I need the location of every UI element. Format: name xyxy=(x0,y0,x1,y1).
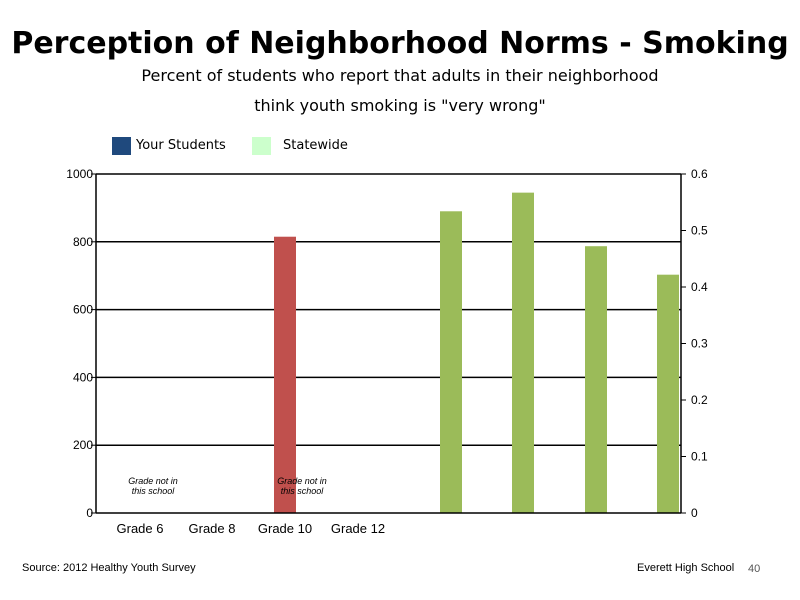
legend-swatch-statewide xyxy=(252,137,271,155)
right-axis-tick-label: 0.5 xyxy=(691,224,708,238)
right-axis-tick-label: 0.1 xyxy=(691,450,708,464)
right-axis-tick-label: 0.6 xyxy=(691,167,708,181)
school-name: Everett High School xyxy=(637,562,735,574)
bar xyxy=(440,211,462,514)
bar xyxy=(585,246,607,513)
slide-subtitle-line2: think youth smoking is "very wrong" xyxy=(254,96,546,115)
right-axis-tick-label: 0.4 xyxy=(691,280,708,294)
bar xyxy=(274,236,296,513)
x-axis-category-label: Grade 8 xyxy=(189,521,236,536)
left-axis-tick-label: 400 xyxy=(73,370,93,384)
bar xyxy=(512,192,534,513)
annotation-grade-not-in-school: Grade not in xyxy=(128,476,178,486)
x-axis-category-label: Grade 10 xyxy=(258,521,312,536)
bar xyxy=(657,274,679,513)
slide-subtitle-line1: Percent of students who report that adul… xyxy=(141,66,659,85)
x-axis-category-label: Grade 6 xyxy=(117,521,164,536)
left-axis-tick-label: 800 xyxy=(73,235,93,249)
left-axis-tick-label: 1000 xyxy=(66,167,93,181)
right-axis-tick-label: 0 xyxy=(691,506,698,520)
annotation-grade-not-in-school: this school xyxy=(132,486,176,496)
left-axis-tick-label: 0 xyxy=(86,506,93,520)
right-axis-tick-label: 0.2 xyxy=(691,393,708,407)
legend-swatch-your-students xyxy=(112,137,131,155)
x-axis-category-label: Grade 12 xyxy=(331,521,385,536)
page-number: 40 xyxy=(748,563,761,575)
annotation-grade-not-in-school: Grade not in xyxy=(277,476,327,486)
right-axis-tick-label: 0.3 xyxy=(691,337,708,351)
annotation-grade-not-in-school: this school xyxy=(281,486,325,496)
legend-label-your-students: Your Students xyxy=(136,138,226,153)
left-axis-tick-label: 600 xyxy=(73,303,93,317)
source-note: Source: 2012 Healthy Youth Survey xyxy=(22,562,196,574)
legend-label-statewide: Statewide xyxy=(283,138,348,153)
left-axis-tick-label: 200 xyxy=(73,438,93,452)
slide-title: Perception of Neighborhood Norms - Smoki… xyxy=(11,26,789,61)
